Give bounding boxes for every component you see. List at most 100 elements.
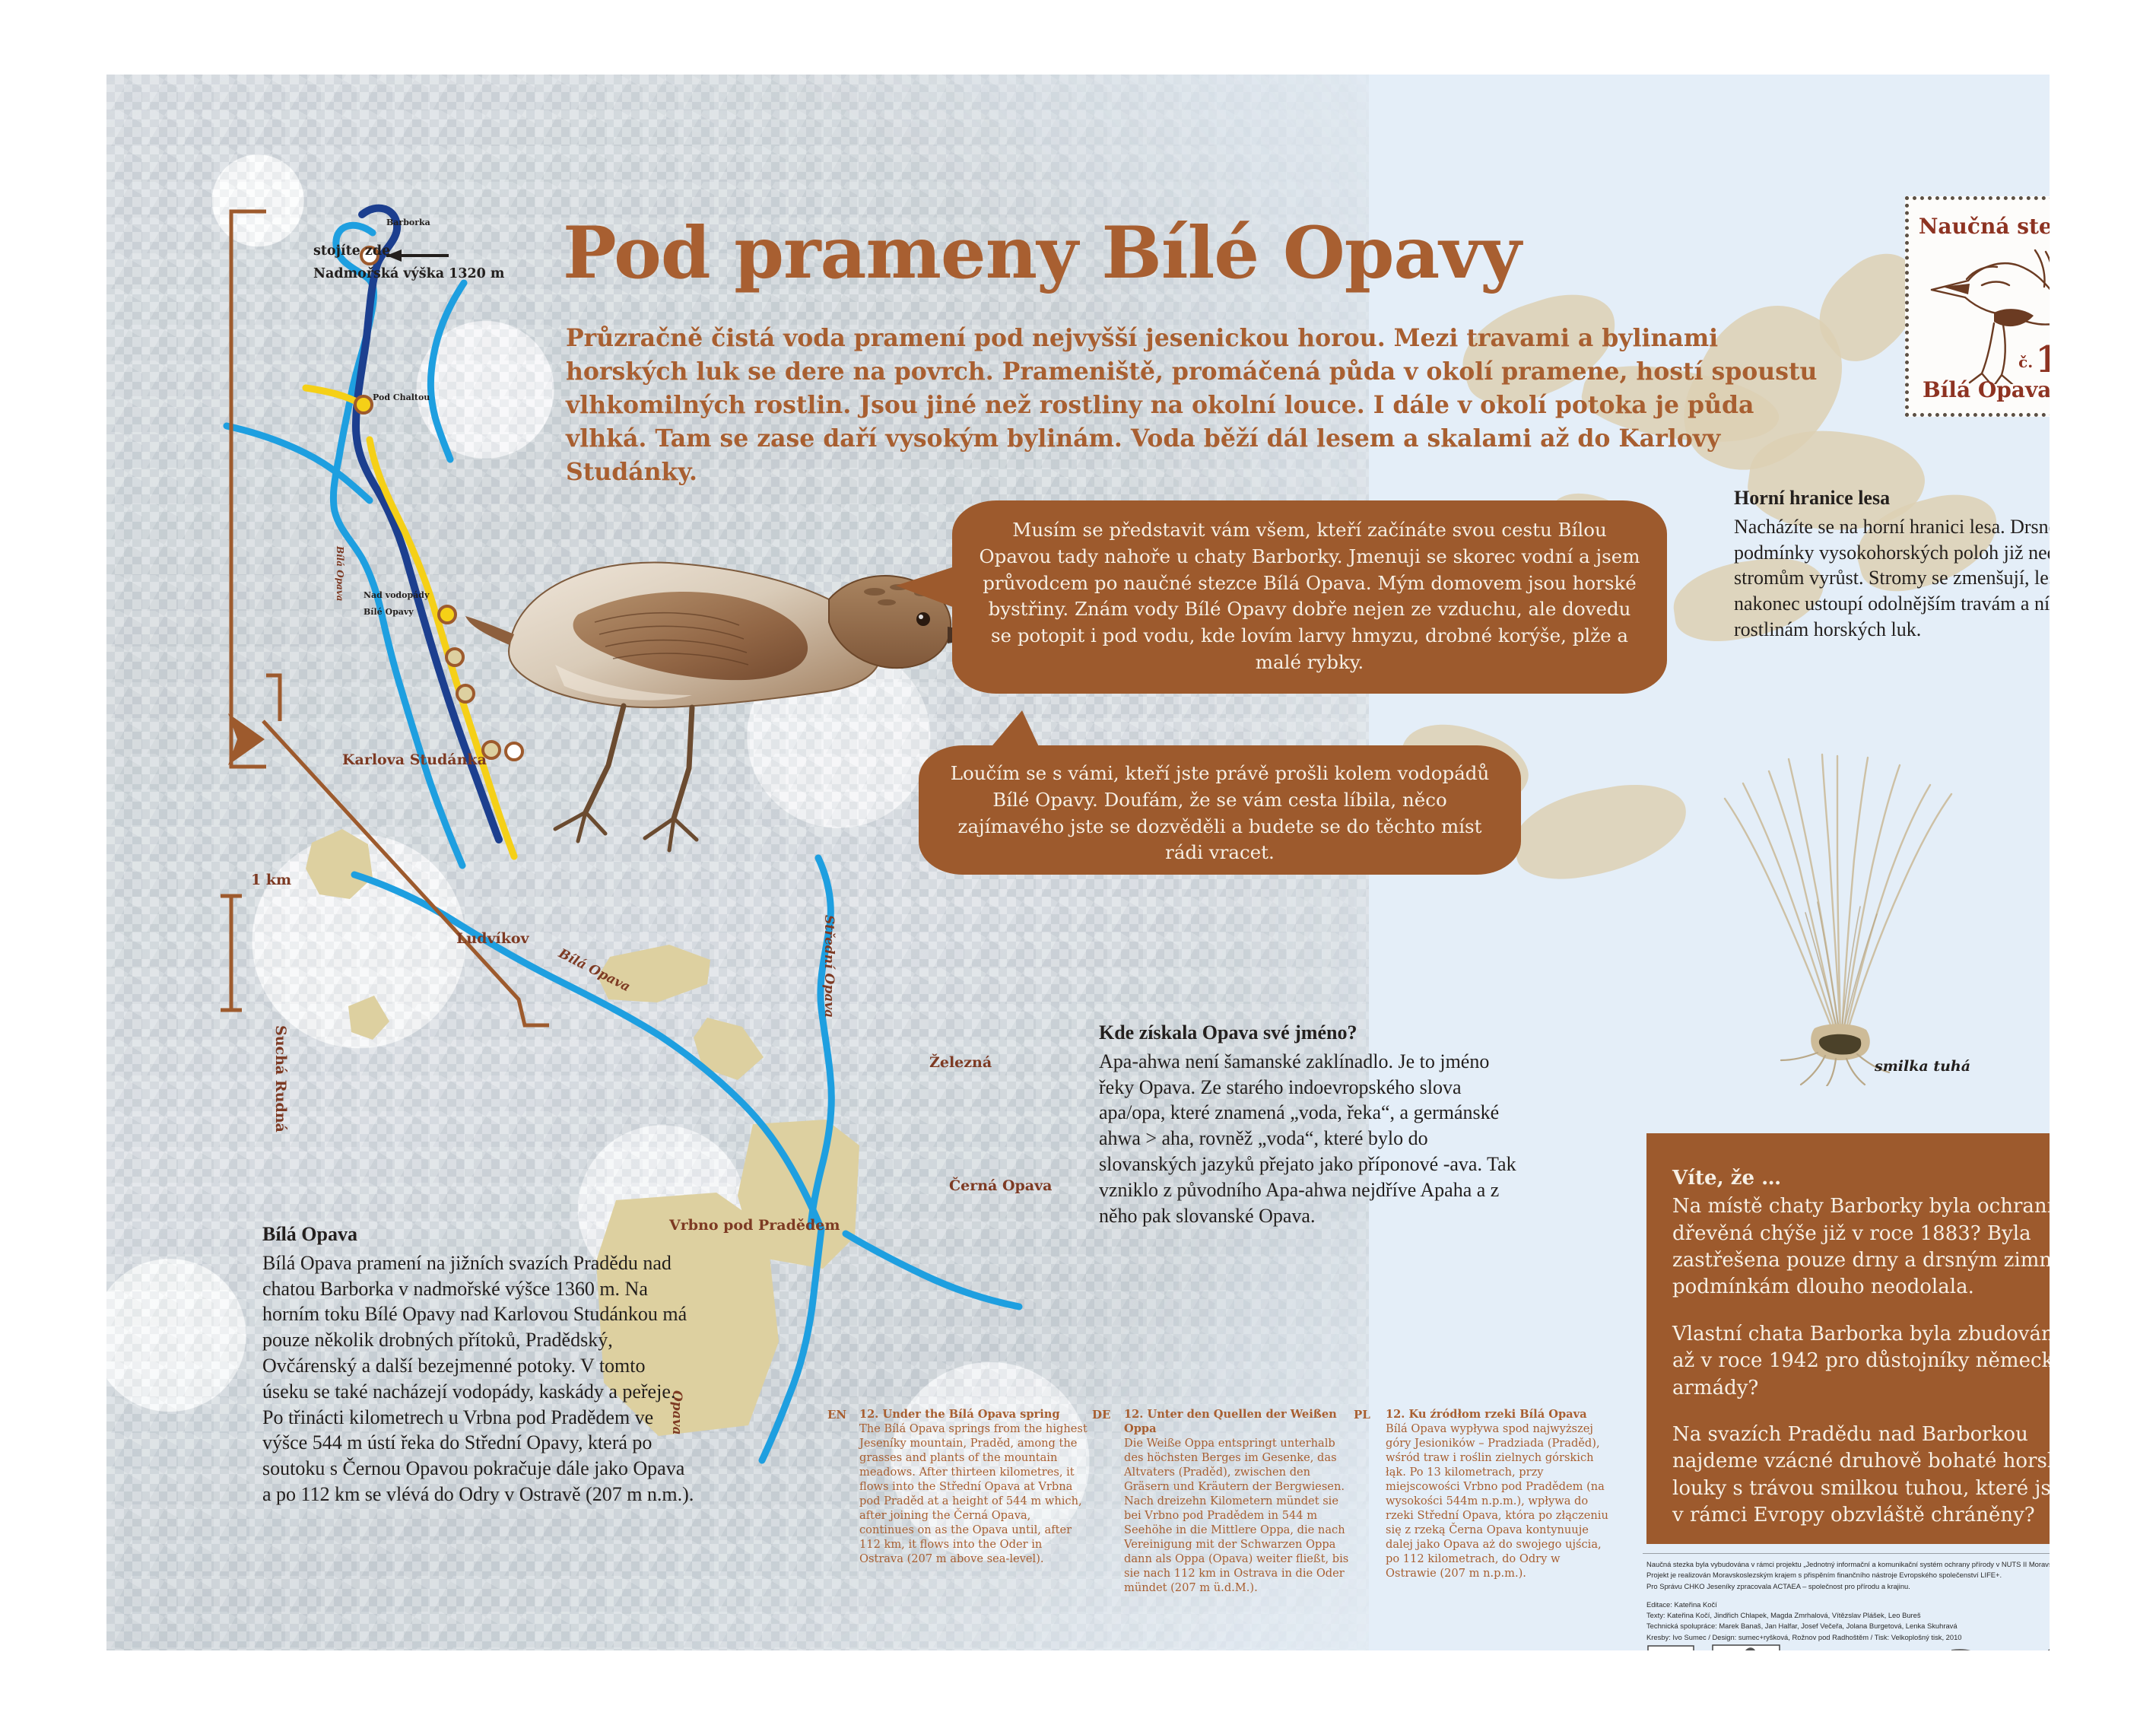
bubble-tail bbox=[896, 566, 957, 608]
stamp-bottom-label: Bílá Opava bbox=[1923, 377, 2050, 402]
chko-jeseniky-logo bbox=[2034, 1641, 2050, 1650]
language-block-pl: PL 12. Ku źródłom rzeki Bílá Opava Bílá … bbox=[1354, 1408, 1614, 1581]
language-title-de: 12. Unter den Quellen der Weißen Oppa bbox=[1124, 1408, 1337, 1435]
natura-2000-logo: NATURA 2000 bbox=[1710, 1641, 1783, 1650]
map-stop-marker bbox=[437, 605, 457, 624]
river-bila-opava-upper bbox=[329, 221, 466, 869]
scale-bar-ticks bbox=[221, 894, 242, 1012]
credits-block: Naučná stezka byla vybudována v rámci pr… bbox=[1646, 1559, 2050, 1643]
you-are-here-arrow-icon bbox=[386, 249, 449, 262]
credits-line: Projekt je realizován Moravskoslezským k… bbox=[1646, 1571, 2002, 1580]
credits-line: Kresby: Ivo Sumec / Design: sumec+ryškov… bbox=[1646, 1632, 1962, 1641]
map-place-zelezna: Železná bbox=[929, 1054, 992, 1071]
map-stop-marker bbox=[456, 684, 475, 704]
map-you-are-here-line2: Nadmořská výška 1320 m bbox=[313, 266, 505, 281]
credits-line: Naučná stezka byla vybudována v rámci pr… bbox=[1646, 1560, 2050, 1568]
section-opava-naming-heading: Kde získala Opava své jméno? bbox=[1099, 1021, 1357, 1044]
map-stop-marker bbox=[360, 246, 379, 265]
town-area-small bbox=[694, 1018, 764, 1080]
did-you-know-paragraph: Vlastní chata Barborka byla zbudována až… bbox=[1672, 1322, 2050, 1399]
section-bila-opava-text: Bílá Opava pramení na jižních svazích Pr… bbox=[262, 1251, 694, 1505]
section-opava-naming: Kde získala Opava své jméno? Apa-ahwa ne… bbox=[1099, 1020, 1525, 1228]
stamp-top-label: Naučná stezka bbox=[1918, 214, 2050, 239]
trail-map bbox=[221, 204, 1023, 1464]
river-opava bbox=[758, 1225, 825, 1464]
map-transect-line bbox=[262, 720, 549, 1028]
town-blob-small bbox=[348, 996, 389, 1040]
speech-bubble-intro: Musím se představit vám všem, kteří začí… bbox=[896, 500, 1667, 694]
tributary-ovcarensky bbox=[223, 422, 373, 504]
language-text-de: Die Weiße Oppa entspringt unterhalb des … bbox=[1124, 1436, 1349, 1594]
life-plus-logo: LIFE+ bbox=[1644, 1641, 1697, 1650]
credits-line: Editace: Kateřina Kočí bbox=[1646, 1600, 1717, 1609]
trail-stamp-badge: Naučná stezka č.12 Bílá Opava bbox=[1905, 196, 2050, 417]
did-you-know-paragraph: Na místě chaty Barborky byla ochranná dř… bbox=[1672, 1195, 2050, 1299]
town-karlova-studanka bbox=[306, 829, 373, 899]
map-river-bila-opava-upper: Bílá Opava bbox=[335, 546, 345, 602]
section-forest-line-text: Nacházíte se na horní hranici lesa. Drsn… bbox=[1734, 515, 2050, 640]
page-title: Pod prameny Bílé Opavy bbox=[563, 211, 1522, 295]
speech-bubble-intro-text: Musím se představit vám všem, kteří začí… bbox=[979, 519, 1640, 673]
map-river-opava: Opava bbox=[669, 1390, 684, 1435]
trail-line-yellow bbox=[366, 436, 518, 860]
map-stop-waterfalls-l2: Bílé Opavy bbox=[364, 607, 414, 617]
section-bila-opava-heading: Bílá Opava bbox=[262, 1223, 357, 1245]
page-subtitle: Průzračně čistá voda pramení pod nejvyšš… bbox=[566, 324, 1818, 487]
ministry-environment-logo: Ministerstvo životního prostředí České r… bbox=[1793, 1641, 1938, 1650]
language-code-pl: PL bbox=[1354, 1408, 1370, 1422]
map-stop-waterfalls-l1: Nad vodopády bbox=[364, 590, 430, 600]
map-stop-pod-chaltou: Pod Chaltou bbox=[373, 392, 430, 402]
did-you-know-box: Víte, že … Na místě chaty Barborky byla … bbox=[1646, 1133, 2050, 1544]
river-bila-opava-lower bbox=[351, 871, 825, 1233]
credits-spacer bbox=[1646, 1592, 2050, 1600]
language-title-pl: 12. Ku źródłom rzeki Bílá Opava bbox=[1386, 1408, 1587, 1421]
town-vrbno-pod-pradedem bbox=[596, 1193, 779, 1436]
map-place-sucha-rudna: Suchá Rudná bbox=[272, 1025, 289, 1133]
language-title-en: 12. Under the Bílá Opava spring bbox=[859, 1408, 1060, 1421]
language-code-en: EN bbox=[827, 1408, 847, 1422]
speech-bubble-farewell: Loučím se s vámi, kteří jste právě prošl… bbox=[919, 710, 1521, 875]
section-forest-line: Horní hranice lesa Nacházíte se na horní… bbox=[1734, 485, 2050, 643]
map-river-stredni-opava: Střední Opava bbox=[821, 915, 837, 1018]
credits-line: Texty: Kateřina Kočí, Jindřich Chlapek, … bbox=[1646, 1611, 1921, 1620]
language-text-en: The Bílá Opava springs from the highest … bbox=[859, 1422, 1088, 1565]
map-extent-bracket bbox=[229, 209, 266, 769]
map-scale-label: 1 km bbox=[251, 872, 292, 888]
moravskoslezsky-kraj-logo: Moravskoslezský kraj bbox=[1945, 1641, 2050, 1650]
section-forest-line-heading: Horní hranice lesa bbox=[1734, 487, 1891, 509]
language-block-de: DE 12. Unter den Quellen der Weißen Oppa… bbox=[1092, 1408, 1352, 1596]
credits-line: Technická spolupráce: Marek Banaš, Jan H… bbox=[1646, 1622, 1958, 1631]
language-text-pl: Bílá Opava wypływa spod najwyższej góry … bbox=[1386, 1422, 1608, 1580]
plant-caption: smilka tuhá bbox=[1875, 1058, 1971, 1075]
info-panel: stojíte zde Nadmořská výška 1320 m Barbo… bbox=[106, 75, 2050, 1650]
did-you-know-heading: Víte, že … bbox=[1672, 1167, 1782, 1190]
map-place-cerna-opava: Černá Opava bbox=[949, 1177, 1053, 1194]
did-you-know-paragraph: Na svazích Pradědu nad Barborkou najdeme… bbox=[1672, 1422, 2050, 1526]
tributary-pradedsky bbox=[427, 279, 468, 463]
language-block-en: EN 12. Under the Bílá Opava spring The B… bbox=[827, 1408, 1088, 1567]
dipper-bird-illustration bbox=[465, 561, 996, 853]
town-zelezna bbox=[738, 1120, 859, 1269]
credits-divider bbox=[1643, 1553, 2050, 1554]
north-arrow-icon bbox=[228, 673, 282, 765]
bubble-tail bbox=[989, 710, 1040, 750]
map-stop-marker bbox=[481, 740, 501, 760]
map-you-are-here-line1: stojíte zde bbox=[313, 243, 391, 259]
section-opava-naming-text: Apa-ahwa není šamanské zaklínadlo. Je to… bbox=[1099, 1050, 1516, 1227]
river-stredni-opava bbox=[807, 854, 835, 1230]
stamp-number: č.12 bbox=[2018, 338, 2050, 381]
town-ludvikov bbox=[598, 945, 710, 1002]
section-bila-opava: Bílá Opava Bílá Opava pramení na jižních… bbox=[262, 1221, 696, 1507]
matgrass-plant-illustration bbox=[1723, 753, 1953, 1086]
map-stop-barborka: Barborka bbox=[386, 218, 430, 227]
map-stop-marker bbox=[504, 742, 524, 761]
sponsor-logo-strip: LIFE+ NATURA 2000 Ministerstvo životního… bbox=[1644, 1641, 2050, 1650]
bird-wren-icon bbox=[1930, 249, 2050, 384]
trail-line-blue bbox=[352, 204, 503, 843]
lichen-blotch bbox=[1507, 774, 1694, 888]
river-cerna-opava bbox=[842, 1230, 1023, 1310]
map-stop-marker bbox=[354, 395, 373, 415]
speech-bubble-farewell-text: Loučím se s vámi, kteří jste právě prošl… bbox=[950, 762, 1490, 864]
map-place-ludvikov: Ludvíkov bbox=[456, 930, 529, 947]
language-code-de: DE bbox=[1092, 1408, 1111, 1422]
